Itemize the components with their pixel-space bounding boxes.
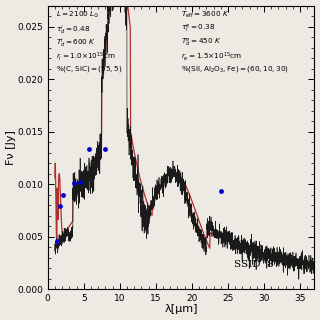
Text: $L=2100\ L_{\odot}$: $L=2100\ L_{\odot}$ [56,10,99,20]
X-axis label: λ[μm]: λ[μm] [164,304,198,315]
Text: $\tau^i_d=0.48$: $\tau^i_d=0.48$ [56,23,90,37]
Text: $r_i=1.0{\times}10^{15}{\rm cm}$: $r_i=1.0{\times}10^{15}{\rm cm}$ [56,51,115,63]
Text: $r_e=1.5{\times}10^{15}{\rm cm}$: $r_e=1.5{\times}10^{15}{\rm cm}$ [181,51,242,63]
Y-axis label: Fν [Jy]: Fν [Jy] [5,130,16,165]
Text: $\%({\rm C,SiC})=(95,5)$: $\%({\rm C,SiC})=(95,5)$ [56,64,122,74]
Point [103,147,108,152]
Text: $T^i_d=600\ K$: $T^i_d=600\ K$ [56,37,96,50]
Point [61,192,66,197]
Point [77,180,83,185]
Point [71,180,76,186]
Point [54,238,59,244]
Text: $\tau^e_l=0.38$: $\tau^e_l=0.38$ [181,23,216,36]
Text: $\%({\rm Sil,Al_2O_3,Fe})=(60,10,30)$: $\%({\rm Sil,Al_2O_3,Fe})=(60,10,30)$ [181,64,289,74]
Point [57,204,62,209]
Point [87,147,92,152]
Text: $T^e_d=450\ K$: $T^e_d=450\ K$ [181,37,222,49]
Text: $T_{\rm eff}=3600\ K$: $T_{\rm eff}=3600\ K$ [181,10,229,20]
Text: SSID  8: SSID 8 [235,260,274,269]
Point [218,189,223,194]
